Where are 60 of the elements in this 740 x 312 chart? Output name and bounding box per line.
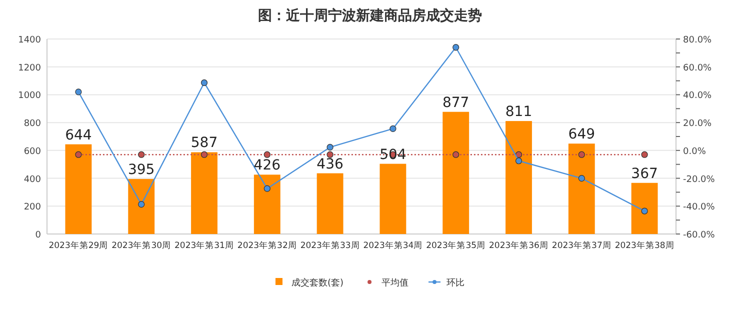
y-tick-label: 1400 [18,36,42,46]
point [578,174,585,182]
y-tick-label: 0 [35,230,42,240]
bar [631,182,658,234]
x-tick-label: 2023年第32周 [237,240,297,251]
y2-tick-label: 60.0% [683,63,712,74]
x-tick-label: 2023年第35周 [426,240,486,251]
data-label: 367 [631,166,658,182]
bar [380,164,406,234]
data-label: 426 [254,158,281,174]
data-label: 644 [65,127,92,144]
data-label: 504 [380,146,406,163]
point [138,201,145,208]
point [75,88,82,96]
x-tick-label: 2023年第38周 [614,240,674,251]
point [452,44,460,51]
x-tick-label: 2023年第37周 [552,240,612,251]
point [264,185,270,192]
x-tick-label: 2023年第36周 [489,240,548,251]
x-tick-label: 2023年第34周 [363,240,423,251]
y2-tick-label: 20.0% [683,119,712,130]
y-tick-label: 800 [24,119,42,130]
chart-title: 图：近十周宁波新建商品房成交走势 [258,7,482,24]
y-tick-label: 400 [24,174,42,185]
bar [65,144,92,234]
y2-tick-label: 40.0% [683,91,712,102]
point [326,144,334,151]
data-label: 395 [128,162,155,178]
y-tick-label: 1200 [18,63,42,74]
bar [442,112,470,234]
x-tick-label: 2023年第29周 [48,240,108,251]
bar [254,174,280,234]
bar [128,178,155,234]
bar [316,173,344,234]
data-label: 877 [442,94,470,111]
x-tick-label: 2023年第30周 [112,240,172,251]
bar [506,121,532,234]
data-label: 436 [316,156,344,172]
legend-label: 环比 [446,278,465,288]
data-label: 649 [568,126,596,143]
point [390,125,396,132]
y2-tick-label: 80.0% [683,36,712,46]
point [515,158,522,164]
y-tick-label: 600 [24,146,42,157]
y2-tick-label: 0.0% [683,146,706,157]
data-label: 811 [505,104,532,120]
point [200,79,208,86]
x-tick-label: 2023年第33周 [300,240,360,251]
bar [568,144,595,234]
y2-tick-label: -60.0% [683,230,716,240]
bar [191,152,218,234]
y2-tick-label: -40.0% [683,202,716,213]
legend-label: 成交套数(套) [291,278,344,288]
legend-label: 平均值 [382,278,409,288]
y-tick-label: 200 [24,202,42,213]
y2-tick-label: -20.0% [683,174,716,185]
x-tick-label: 2023年第31周 [174,240,234,251]
point [641,208,648,214]
y-tick-label: 1000 [18,91,42,102]
data-label: 587 [190,135,218,152]
